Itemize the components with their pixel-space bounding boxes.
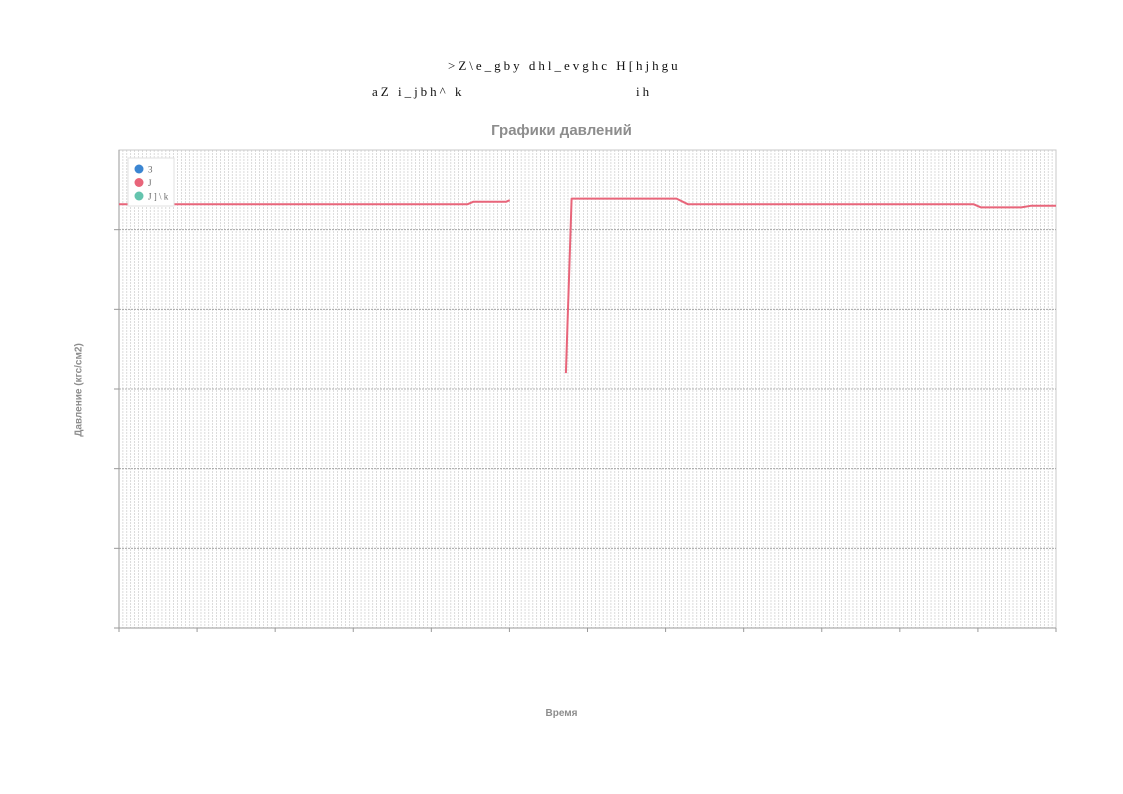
period-to-label: ih <box>636 84 653 99</box>
legend-marker-0 <box>134 164 144 174</box>
legend-label-1: J <box>148 178 152 188</box>
legend-marker-2 <box>134 191 144 201</box>
legend-label-2: J ] \ k <box>148 192 169 202</box>
series-line-1 <box>119 199 511 206</box>
period-label: aZ i_jbh^ k <box>372 84 465 99</box>
series-line-1 <box>564 197 1056 374</box>
legend-marker-1 <box>134 178 144 187</box>
x-axis-title: Время <box>545 708 578 719</box>
chart-title: Графики давлений <box>491 122 632 139</box>
report-title: >Z\e_gby dhl_evghc H[hjhgu <box>448 58 681 73</box>
legend-label-0: 3 <box>148 165 153 175</box>
